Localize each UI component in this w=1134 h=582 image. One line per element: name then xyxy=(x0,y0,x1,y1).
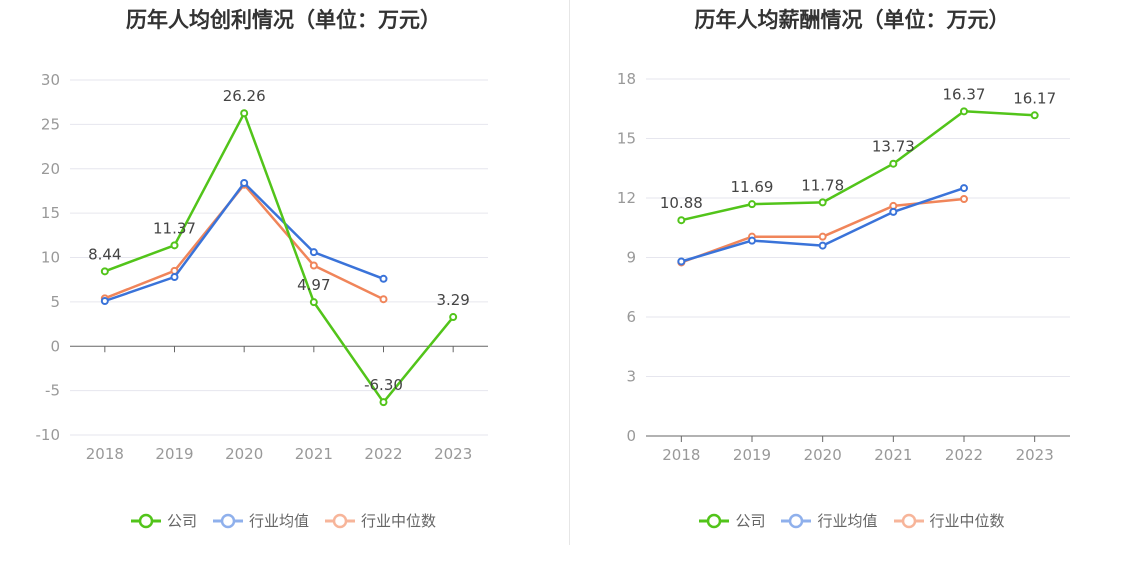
legend-industry-avg-label: 行业均值 xyxy=(248,512,309,530)
right-data-label: 16.37 xyxy=(943,85,986,103)
left-x-tick-label: 2021 xyxy=(295,445,333,463)
right-y-tick-label: 18 xyxy=(617,70,636,88)
legend-item-industry-median[interactable]: 行业中位数 xyxy=(893,510,1005,531)
left-chart-panel: 历年人均创利情况（单位：万元） -10 -5 0 5 10 15 20 25 30 2018 201… xyxy=(0,8,567,531)
left-point-company xyxy=(379,398,388,407)
right-x-tick-label: 2019 xyxy=(733,446,771,464)
legend-industry-avg-label: 行业均值 xyxy=(817,512,878,530)
left-y-tick-label: 25 xyxy=(41,115,60,133)
left-point-industry-median xyxy=(379,295,388,304)
right-point-company xyxy=(960,107,968,116)
legend-company-label: 公司 xyxy=(166,512,197,530)
left-point-company xyxy=(240,109,249,118)
left-series-line-industry-avg xyxy=(104,181,384,303)
left-y-tick-label: -5 xyxy=(45,382,60,400)
right-chart-title: 历年人均薪酬情况（单位：万元） xyxy=(694,8,1010,32)
left-y-tick-label: 5 xyxy=(50,293,60,311)
legend-industry-median-label: 行业中位数 xyxy=(929,512,1005,530)
left-chart-plot: -10 -5 0 5 10 15 20 25 30 2018 2019 2020 2021 2022 202… xyxy=(36,71,488,463)
right-chart-legend: 公司 行业均值 行业中位数 xyxy=(570,510,1134,531)
legend-company-swatch-icon xyxy=(699,513,730,528)
panel-divider xyxy=(569,0,570,545)
legend-item-company[interactable]: 公司 xyxy=(130,510,197,531)
right-chart-panel: 历年人均薪酬情况（单位：万元） 0 3 6 9 12 15 18 2018 2019 2020 20… xyxy=(570,0,1134,582)
left-chart-title: 历年人均创利情况（单位：万元） xyxy=(126,8,441,32)
right-point-company xyxy=(1030,111,1039,120)
left-point-industry-avg xyxy=(240,178,249,187)
left-data-label: 26.26 xyxy=(223,87,266,105)
right-x-tick-label: 2023 xyxy=(1016,446,1054,464)
right-x-tick-label: 2020 xyxy=(804,446,842,464)
right-point-company xyxy=(677,216,686,225)
right-series-line-company xyxy=(681,110,1035,222)
legend-company-swatch-icon xyxy=(130,513,161,528)
left-point-industry-avg xyxy=(379,274,388,283)
right-y-tick-label: 6 xyxy=(626,308,636,326)
left-data-label: 8.44 xyxy=(88,245,121,263)
right-chart-plot: 0 3 6 9 12 15 18 2018 2019 2020 2021 2022 2023 10.88 1… xyxy=(617,70,1070,464)
right-series-line-industry-median xyxy=(680,197,965,264)
right-y-tick-label: 15 xyxy=(617,130,636,148)
left-series-line-company xyxy=(104,111,455,404)
right-data-label: 11.69 xyxy=(731,178,774,196)
legend-industry-avg-swatch-icon xyxy=(212,513,243,528)
left-x-tick-label: 2023 xyxy=(434,445,472,463)
legend-item-company[interactable]: 公司 xyxy=(699,510,765,531)
legend-industry-median-label: 行业中位数 xyxy=(361,512,437,530)
left-point-company xyxy=(309,298,318,307)
left-data-label: 4.97 xyxy=(297,276,330,294)
right-x-tick-label: 2021 xyxy=(874,446,912,464)
right-x-tick-label: 2018 xyxy=(662,446,700,464)
right-y-tick-label: 12 xyxy=(617,189,636,207)
legend-item-industry-avg[interactable]: 行业均值 xyxy=(781,510,878,531)
right-point-industry-avg xyxy=(677,257,686,266)
left-point-industry-median xyxy=(309,261,318,270)
left-point-company xyxy=(449,313,458,322)
right-point-industry-avg xyxy=(889,207,898,216)
right-data-label: 10.88 xyxy=(660,194,703,212)
right-point-company xyxy=(889,159,898,168)
right-y-tick-label: 3 xyxy=(626,368,636,386)
left-y-tick-label: 15 xyxy=(41,204,60,222)
left-data-label: 11.37 xyxy=(153,219,196,237)
legend-industry-median-swatch-icon xyxy=(893,513,924,528)
right-point-industry-avg xyxy=(960,184,968,193)
left-point-industry-avg xyxy=(170,273,179,282)
right-point-company xyxy=(818,198,827,207)
right-point-industry-avg xyxy=(818,241,827,250)
left-y-tick-label: -10 xyxy=(36,426,61,444)
right-data-label: 11.78 xyxy=(801,176,844,194)
left-series-line-industry-median xyxy=(104,183,385,301)
right-point-industry-median xyxy=(818,232,827,241)
left-x-tick-label: 2019 xyxy=(155,445,193,463)
right-data-label: 16.17 xyxy=(1013,89,1056,107)
legend-item-industry-avg[interactable]: 行业均值 xyxy=(212,510,309,531)
legend-item-industry-median[interactable]: 行业中位数 xyxy=(325,510,436,531)
left-x-tick-label: 2022 xyxy=(364,445,402,463)
legend-industry-avg-swatch-icon xyxy=(781,513,812,528)
left-y-tick-label: 20 xyxy=(41,160,60,178)
left-point-company xyxy=(170,241,179,250)
left-y-tick-label: 10 xyxy=(41,249,60,267)
left-x-tick-label: 2020 xyxy=(225,445,263,463)
left-data-label: 3.29 xyxy=(436,291,469,309)
left-data-label: -6.30 xyxy=(364,376,403,394)
right-point-industry-avg xyxy=(748,236,756,245)
right-point-industry-median xyxy=(960,194,968,203)
left-y-tick-label: 30 xyxy=(41,71,60,89)
left-chart-legend: 公司 行业均值 行业中位数 xyxy=(0,510,567,531)
right-point-company xyxy=(748,200,756,209)
left-point-industry-avg xyxy=(100,296,109,305)
left-point-company xyxy=(100,267,109,276)
right-y-tick-label: 0 xyxy=(626,427,636,445)
legend-company-label: 公司 xyxy=(735,512,766,530)
left-y-tick-label: 0 xyxy=(50,337,60,355)
right-data-label: 13.73 xyxy=(872,138,915,156)
left-x-tick-label: 2018 xyxy=(86,445,124,463)
right-y-tick-label: 9 xyxy=(626,249,636,267)
legend-industry-median-swatch-icon xyxy=(325,513,355,528)
left-point-industry-avg xyxy=(309,248,318,257)
right-x-tick-label: 2022 xyxy=(945,446,983,464)
